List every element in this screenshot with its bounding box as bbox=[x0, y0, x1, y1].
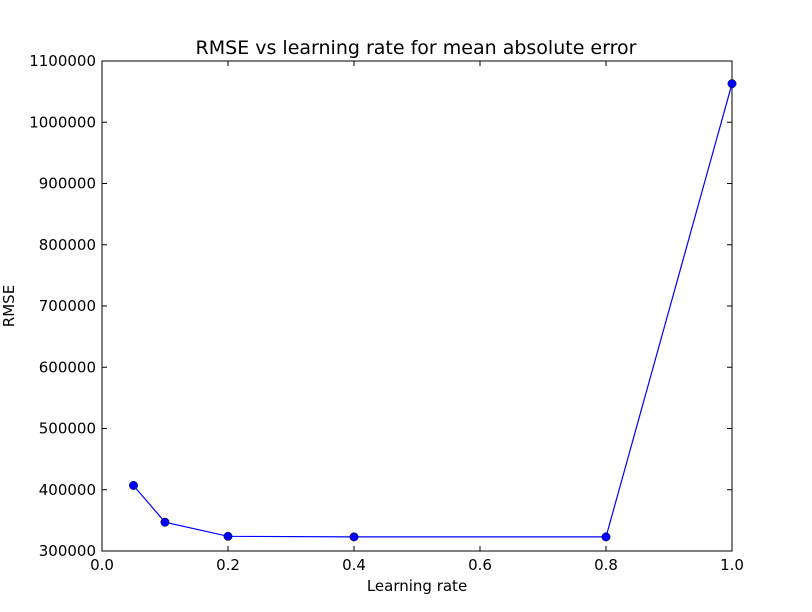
x-tick-label: 0.4 bbox=[342, 556, 366, 574]
x-axis-label: Learning rate bbox=[367, 577, 467, 595]
x-tick-label: 0.6 bbox=[468, 556, 492, 574]
data-point bbox=[160, 517, 170, 527]
y-tick-label: 300000 bbox=[39, 542, 96, 560]
plot-frame bbox=[101, 60, 733, 552]
y-axis: 300000 400000 500000 600000 700000 800000 9000… bbox=[29, 52, 732, 560]
y-tick-label: 400000 bbox=[39, 481, 96, 499]
x-axis: 0.0 0.2 0.4 0.6 0.8 1.0 bbox=[90, 61, 744, 574]
y-tick-label: 800000 bbox=[39, 236, 96, 254]
y-tick-label: 1100000 bbox=[29, 52, 96, 70]
y-tick-label: 700000 bbox=[39, 297, 96, 315]
data-point bbox=[349, 532, 359, 542]
chart-title: RMSE vs learning rate for mean absolute … bbox=[196, 37, 637, 59]
y-axis-label: RMSE bbox=[0, 285, 18, 327]
series-line bbox=[133, 83, 733, 538]
data-point bbox=[601, 532, 611, 542]
y-tick-label: 900000 bbox=[39, 175, 96, 193]
x-tick-label: 0.2 bbox=[216, 556, 240, 574]
data-point bbox=[223, 531, 233, 541]
y-tick-label: 1000000 bbox=[29, 113, 96, 131]
x-tick-label: 1.0 bbox=[720, 556, 744, 574]
y-tick-label: 500000 bbox=[39, 420, 96, 438]
data-point bbox=[129, 481, 138, 490]
x-tick-label: 0.0 bbox=[90, 556, 114, 574]
data-point bbox=[727, 79, 737, 89]
y-tick-label: 600000 bbox=[39, 358, 96, 376]
x-tick-label: 0.8 bbox=[594, 556, 618, 574]
series-group bbox=[129, 79, 737, 542]
